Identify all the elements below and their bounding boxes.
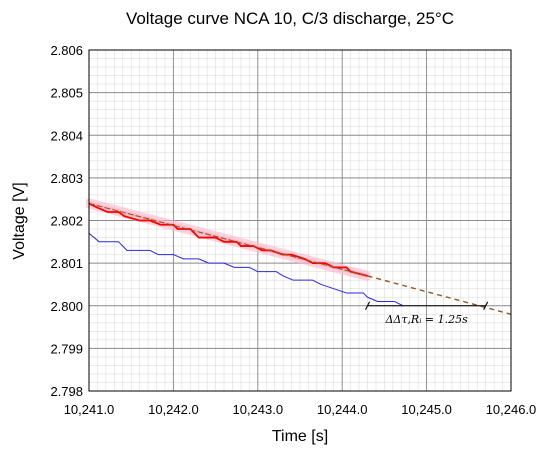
series-line-4: [367, 275, 512, 315]
y-tick-label: 2.802: [50, 214, 83, 229]
series-line-1: [88, 232, 404, 307]
annotation: ΔΔτ,Rᵢ = 1.25s: [365, 301, 489, 326]
y-axis-label: Voltage [V]: [11, 182, 28, 259]
y-tick-label: 2.799: [50, 341, 83, 356]
y-tick-label: 2.804: [50, 128, 83, 143]
data-series: [88, 202, 512, 315]
annotation-tick-right: [483, 301, 489, 310]
y-tick-label: 2.803: [50, 171, 83, 186]
chart-title: Voltage curve NCA 10, C/3 discharge, 25°…: [126, 9, 454, 28]
y-tick-labels: 2.798 2.799 2.800 2.801 2.802 2.803 2.804 2.805…: [50, 43, 83, 399]
y-tick-label: 2.806: [50, 43, 83, 58]
plot-frame: [88, 49, 512, 392]
x-tick-label: 10,246.0: [486, 402, 537, 417]
x-tick-labels: 10,241.0 10,242.0 10,243.0 10,244.0 10,245.0…: [64, 402, 537, 417]
annotation-label: ΔΔτ,Rᵢ = 1.25s: [384, 313, 468, 326]
x-tick-label: 10,241.0: [64, 402, 115, 417]
y-tick-label: 2.800: [50, 299, 83, 314]
x-tick-label: 10,243.0: [232, 402, 283, 417]
y-tick-label: 2.798: [50, 384, 83, 399]
y-tick-label: 2.805: [50, 86, 83, 101]
x-axis-label: Time [s]: [272, 428, 328, 445]
x-tick-label: 10,242.0: [148, 402, 199, 417]
annotation-tick-left: [365, 301, 371, 310]
x-tick-label: 10,245.0: [401, 402, 452, 417]
x-tick-label: 10,244.0: [317, 402, 368, 417]
y-tick-label: 2.801: [50, 256, 83, 271]
